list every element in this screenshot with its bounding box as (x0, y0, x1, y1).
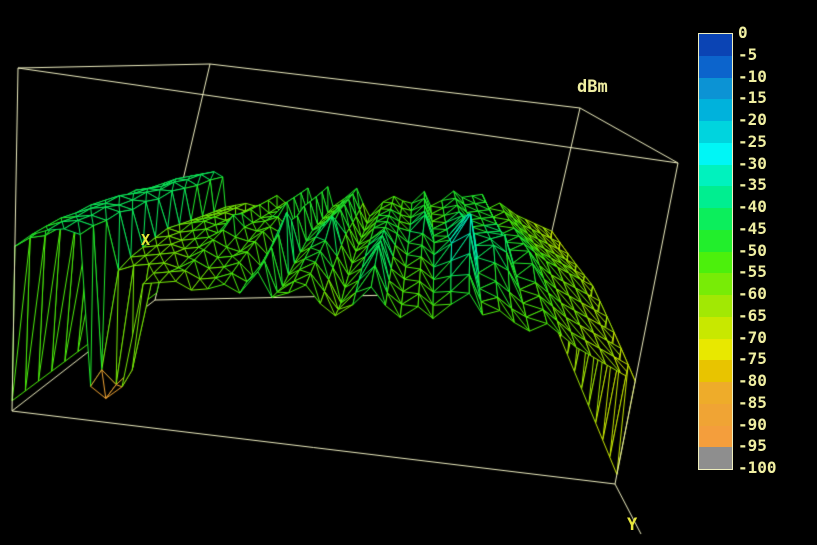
dbm-axis-label: dBm (577, 77, 608, 97)
x-axis-label: X (141, 231, 151, 249)
y-axis-label: Y (627, 515, 638, 535)
